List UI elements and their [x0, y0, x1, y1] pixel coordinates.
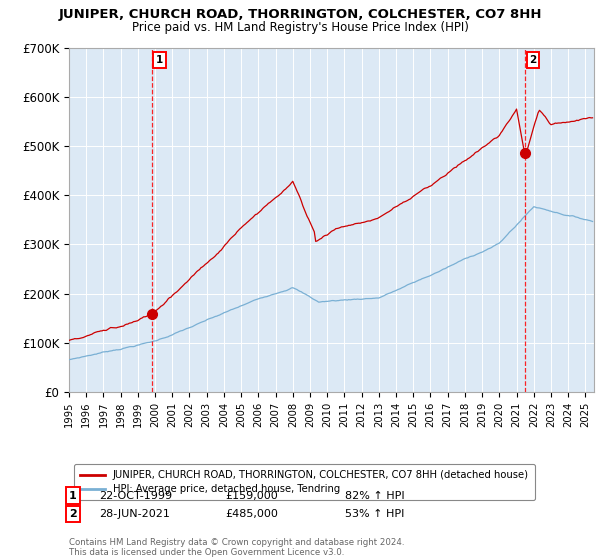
Text: 82% ↑ HPI: 82% ↑ HPI [345, 491, 404, 501]
Legend: JUNIPER, CHURCH ROAD, THORRINGTON, COLCHESTER, CO7 8HH (detached house), HPI: Av: JUNIPER, CHURCH ROAD, THORRINGTON, COLCH… [74, 464, 535, 500]
Text: 28-JUN-2021: 28-JUN-2021 [99, 509, 170, 519]
Text: Contains HM Land Registry data © Crown copyright and database right 2024.
This d: Contains HM Land Registry data © Crown c… [69, 538, 404, 557]
Text: 2: 2 [69, 509, 77, 519]
Text: 22-OCT-1999: 22-OCT-1999 [99, 491, 172, 501]
Text: JUNIPER, CHURCH ROAD, THORRINGTON, COLCHESTER, CO7 8HH: JUNIPER, CHURCH ROAD, THORRINGTON, COLCH… [58, 8, 542, 21]
Text: £485,000: £485,000 [225, 509, 278, 519]
Text: 1: 1 [69, 491, 77, 501]
Text: £159,000: £159,000 [225, 491, 278, 501]
Text: 53% ↑ HPI: 53% ↑ HPI [345, 509, 404, 519]
Text: 1: 1 [156, 55, 163, 65]
Text: Price paid vs. HM Land Registry's House Price Index (HPI): Price paid vs. HM Land Registry's House … [131, 21, 469, 34]
Text: 2: 2 [529, 55, 537, 65]
